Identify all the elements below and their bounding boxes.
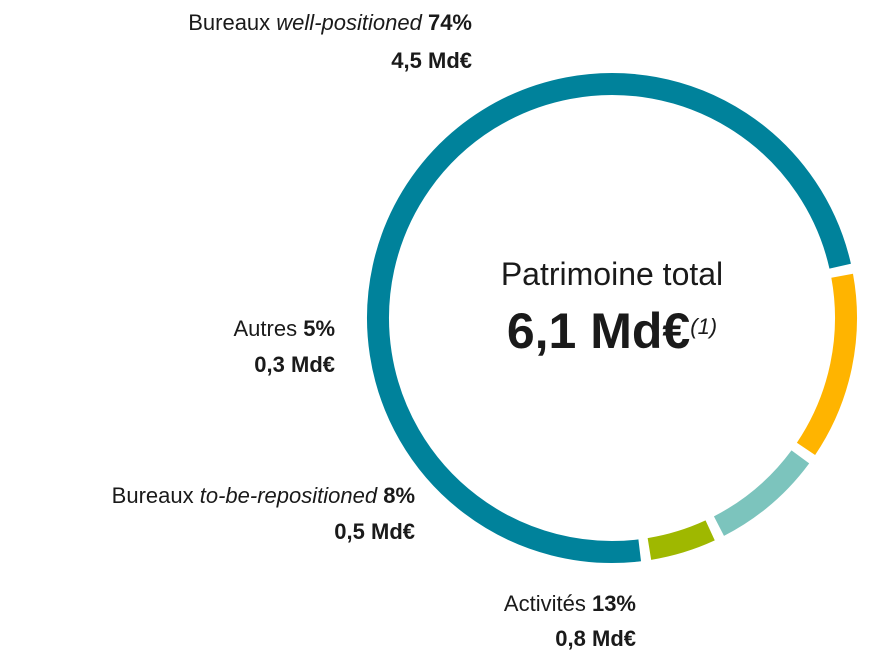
amount-label: 0,3 Md€	[254, 352, 335, 377]
center-value-group: 6,1 Md€(1)	[507, 303, 717, 359]
percent-label: 13%	[592, 591, 636, 616]
segment-label: Autres 5%	[233, 316, 335, 341]
donut-segment	[647, 520, 715, 560]
amount-label: 4,5 Md€	[391, 48, 472, 73]
category-label: well-positioned	[276, 10, 422, 35]
segment-label: Bureaux well-positioned 74%	[188, 10, 472, 35]
percent-label: 8%	[383, 483, 415, 508]
center-value: 6,1 Md€	[507, 303, 690, 359]
category-label: Activités	[504, 591, 586, 616]
segment-label: Bureaux to-be-repositioned 8%	[112, 483, 415, 508]
percent-label: 5%	[303, 316, 335, 341]
center-title: Patrimoine total	[501, 256, 723, 292]
percent-label: 74%	[428, 10, 472, 35]
category-label: to-be-repositioned	[200, 483, 378, 508]
amount-label: 0,8 Md€	[555, 626, 636, 651]
category-label: Bureaux	[112, 483, 194, 508]
donut-segment	[713, 450, 810, 536]
category-label: Autres	[233, 316, 297, 341]
amount-label: 0,5 Md€	[334, 519, 415, 544]
center-note: (1)	[690, 314, 717, 339]
category-label: Bureaux	[188, 10, 270, 35]
segment-label: Activités 13%	[504, 591, 636, 616]
donut-segment	[796, 273, 857, 455]
donut-segment	[367, 73, 851, 563]
